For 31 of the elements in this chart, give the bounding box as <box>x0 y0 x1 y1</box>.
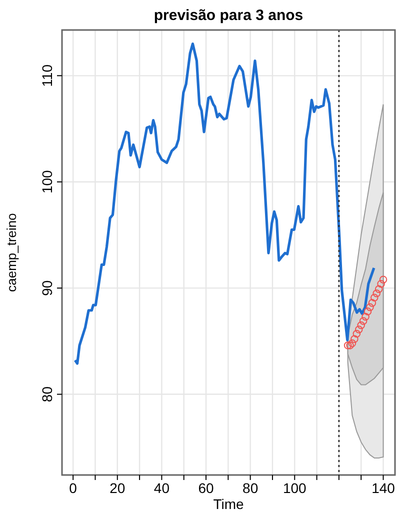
x-tick-label: 140 <box>372 480 396 496</box>
x-tick-label: 40 <box>154 480 170 496</box>
point <box>379 276 388 284</box>
x-axis-title: Time <box>213 496 244 512</box>
point <box>366 303 374 312</box>
point <box>368 299 376 307</box>
point <box>377 280 385 288</box>
chart-title: previsão para 3 anos <box>154 7 304 24</box>
point <box>355 326 363 334</box>
point <box>350 335 358 343</box>
x-tick-label: 100 <box>282 480 307 496</box>
y-tick-label: 100 <box>39 170 55 194</box>
y-axis-title: caemp_treino <box>4 213 19 292</box>
y-tick-label: 110 <box>39 64 55 87</box>
x-tick-label: 20 <box>110 480 126 496</box>
y-tick-label: 80 <box>39 386 55 402</box>
point <box>374 285 383 294</box>
line-series <box>74 42 376 365</box>
point <box>359 317 368 325</box>
point <box>370 294 378 302</box>
point <box>352 330 361 338</box>
y-tick-label: 90 <box>39 280 55 296</box>
x-tick-label: 60 <box>198 480 214 496</box>
point <box>364 308 372 316</box>
x-tick-label: 0 <box>69 480 78 496</box>
point <box>372 290 380 298</box>
point <box>344 342 352 350</box>
point <box>362 312 370 321</box>
x-tick-label: 80 <box>242 480 258 496</box>
point <box>346 342 354 350</box>
point <box>357 321 365 330</box>
